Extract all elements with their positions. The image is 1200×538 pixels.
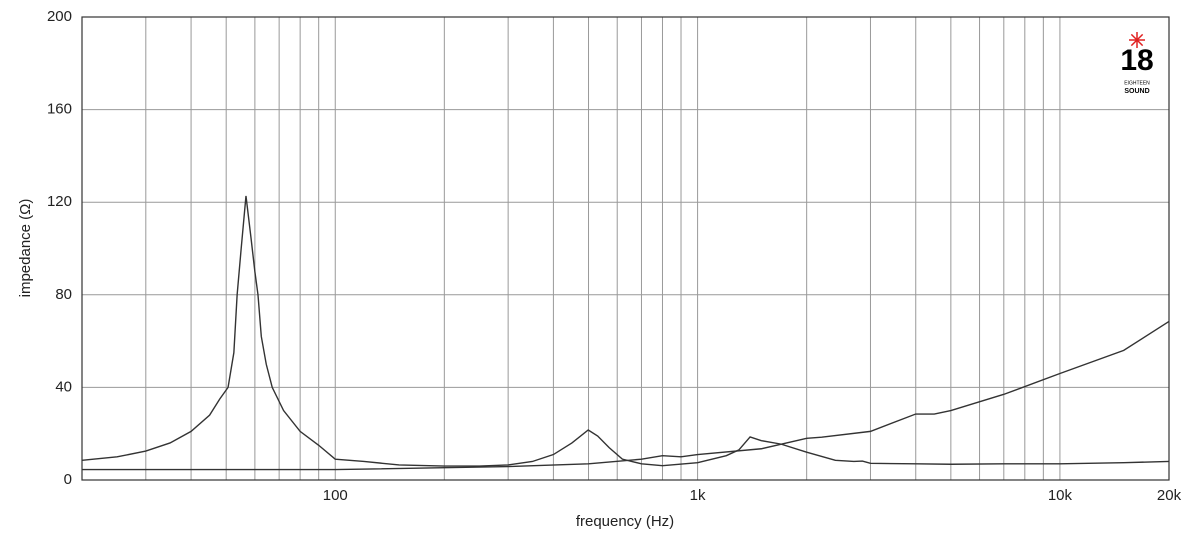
- impedance-curve: [82, 320, 1170, 471]
- x-tick-label: 20k: [1157, 487, 1182, 504]
- x-axis-label: frequency (Hz): [576, 513, 674, 530]
- y-tick-label: 80: [55, 286, 72, 303]
- y-tick-label: 40: [55, 378, 72, 395]
- logo-number: 18: [1120, 44, 1153, 77]
- x-tick-label: 100: [323, 487, 348, 504]
- logo-text: EIGHTEEN: [1124, 80, 1150, 86]
- y-tick-label: 160: [47, 101, 72, 118]
- y-axis-label: impedance (Ω): [17, 199, 34, 298]
- logo-text: SOUND: [1124, 88, 1149, 95]
- plot-frame: [81, 16, 1170, 481]
- y-tick-label: 0: [64, 471, 72, 488]
- x-tick-label: 1k: [690, 487, 706, 504]
- y-tick-label: 200: [47, 8, 72, 25]
- x-tick-label: 10k: [1048, 487, 1073, 504]
- star-ray: [1130, 33, 1144, 47]
- impedance-curve: [81, 195, 1170, 467]
- y-tick-label: 120: [47, 193, 72, 210]
- logo-star: [1129, 32, 1145, 48]
